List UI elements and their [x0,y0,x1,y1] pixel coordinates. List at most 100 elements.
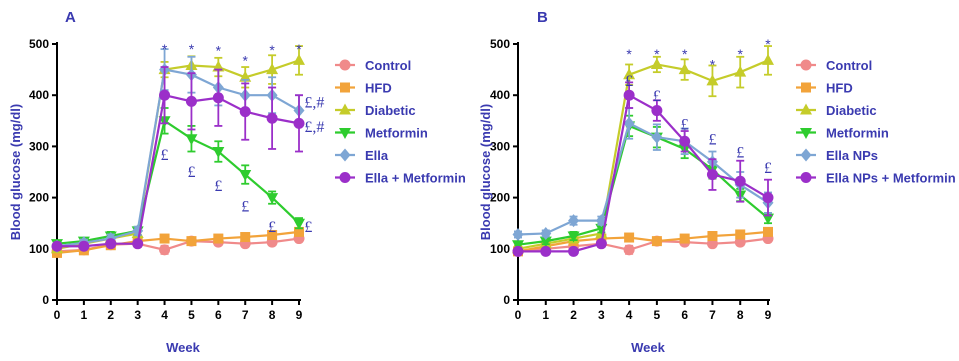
significance-star-label: * [682,46,688,62]
data-point [624,232,635,243]
legend-label: Diabetic [365,103,416,118]
significance-star-label: * [216,43,222,59]
legend-item-ella: Ella [335,148,389,163]
panel-label: B [537,9,548,26]
series-line [56,68,300,248]
data-point [512,245,524,257]
y-tick-label: 200 [490,191,510,205]
x-tick-label: 1 [542,308,549,322]
x-tick-label: 2 [570,308,577,322]
x-tick-label: 6 [681,308,688,322]
legend-label: Ella [365,148,389,163]
significance-star-label: * [626,46,632,62]
legend-label: Control [365,58,411,73]
y-tick-label: 500 [490,37,510,51]
x-tick-label: 8 [737,308,744,322]
data-point [595,238,607,250]
legend-marker [339,128,351,139]
legend-marker [801,82,811,93]
legend-marker [800,172,812,183]
legend: Control HFD Diabetic Metformin Ella NPs Ella … [796,58,956,186]
legend-marker [339,59,351,71]
legend-item-metformin: Metformin [796,126,889,141]
x-tick-label: 5 [188,308,195,322]
legend-label: Control [826,58,872,73]
y-tick-label: 400 [490,88,510,102]
significance-pound-label: £ [764,160,772,177]
x-tick-label: 4 [161,308,168,322]
legend-item-ella-nps: Ella NPs [796,148,878,163]
x-tick-label: 9 [296,308,303,322]
data-point [623,68,636,80]
data-point [651,130,663,144]
data-point [512,227,524,241]
data-point [512,240,524,252]
legend-marker [339,103,351,115]
data-point [294,226,304,237]
significance-star-label: * [189,41,195,57]
legend-marker [340,82,350,93]
y-tick-label: 100 [490,242,510,256]
data-point [239,170,252,182]
legend-item-diabetic: Diabetic [335,103,416,118]
legend-label: HFD [365,81,392,96]
legend: Control HFD Diabetic Metformin Ella Ella + Me… [335,58,466,186]
data-point [679,233,690,244]
data-point [623,244,635,256]
significance-pound-label: £ [214,178,222,195]
legend-label: Ella + Metformin [365,171,466,186]
legend-marker [800,59,812,71]
data-point [159,233,170,244]
data-point [707,231,718,241]
data-point [734,65,747,77]
data-point [762,53,774,65]
data-point [568,214,580,228]
data-point [213,233,224,244]
legend-item-diabetic: Diabetic [796,103,877,118]
significance-pound-label: £ [708,132,716,149]
data-point [651,236,662,247]
y-tick-label: 0 [42,293,49,307]
data-point [763,226,773,237]
legend-label: HFD [826,81,853,96]
data-point [679,135,691,147]
significance-star-label: * [765,36,771,52]
data-point [293,117,305,129]
series-ella [51,48,305,253]
legend-label: Ella NPs [826,148,878,163]
data-point [678,63,691,75]
data-point [266,193,279,205]
legend-marker [800,128,812,139]
data-point [706,74,719,86]
data-point [267,229,278,240]
data-point [623,116,635,130]
data-point [650,57,663,69]
series-diabetic [512,45,774,254]
legend-label: Ella NPs + Metformin [826,171,956,186]
y-axis-title: Blood glucose (mg/dl) [8,104,23,241]
legend-item-hfd: HFD [796,81,853,96]
legend-marker [339,148,351,162]
x-tick-label: 7 [709,308,716,322]
x-tick-label: 1 [81,308,88,322]
series-ella-nps-metformin [512,81,774,257]
legend-item-ella-nps-metformin: Ella NPs + Metformin [796,171,956,186]
data-point [185,134,198,146]
significance-star-label: * [710,56,716,72]
legend-label: Metformin [365,126,428,141]
series-line [517,121,769,236]
significance-pound-label: £,# [304,94,324,111]
series-line [518,93,769,253]
significance-star-label: * [162,41,168,57]
significance-pound-label: £ [161,147,169,164]
y-tick-label: 300 [490,139,510,153]
x-tick-label: 3 [134,308,141,322]
data-point [212,92,224,104]
data-point [159,89,171,101]
significance-pound-label: £ [653,88,661,105]
data-point [567,231,580,243]
significance-pound-label: £,# [304,119,324,136]
x-tick-label: 4 [626,308,633,322]
series-line [517,124,769,246]
data-point [132,238,144,250]
